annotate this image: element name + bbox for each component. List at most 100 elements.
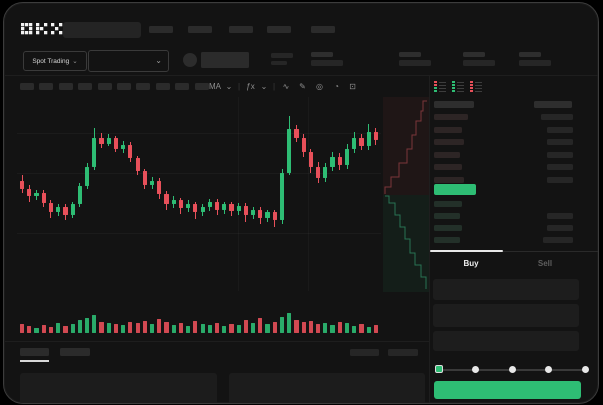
candle-body bbox=[207, 201, 212, 208]
history-icon[interactable]: ◔ bbox=[334, 82, 339, 91]
candle-body bbox=[301, 138, 306, 152]
slider-stop[interactable] bbox=[472, 366, 479, 373]
ask-row[interactable] bbox=[430, 113, 598, 122]
nav-item[interactable] bbox=[311, 26, 335, 33]
volume-bar bbox=[366, 327, 371, 333]
timeframe-button[interactable] bbox=[97, 83, 112, 90]
ask-amount-placeholder bbox=[541, 114, 573, 120]
book-icon-line bbox=[457, 87, 464, 89]
orders-toolbar-button[interactable] bbox=[350, 349, 379, 356]
total-input[interactable] bbox=[433, 331, 579, 351]
ask-price-placeholder bbox=[434, 164, 462, 170]
amount-input[interactable] bbox=[433, 304, 579, 327]
chevron-down-icon[interactable]: ⌄ bbox=[260, 82, 268, 91]
stat-value-placeholder bbox=[519, 60, 551, 66]
volume-bar bbox=[20, 324, 25, 333]
timeframe-button[interactable] bbox=[194, 83, 209, 90]
book-bids-icon[interactable] bbox=[452, 81, 465, 93]
price-input[interactable] bbox=[433, 279, 579, 300]
candle-body bbox=[294, 129, 299, 139]
timeframe-button[interactable] bbox=[175, 83, 190, 90]
candle-body bbox=[63, 207, 68, 215]
last-price-row[interactable] bbox=[434, 184, 476, 195]
volume-bar bbox=[77, 320, 82, 333]
nav-item[interactable] bbox=[267, 26, 291, 33]
candle-body bbox=[222, 204, 227, 210]
timeframe-button[interactable] bbox=[155, 83, 170, 90]
candle-body bbox=[366, 131, 371, 147]
chevron-down-icon[interactable]: ⌄ bbox=[225, 82, 233, 91]
candle-body bbox=[251, 209, 256, 215]
volume-bar bbox=[128, 322, 133, 333]
timeframe-button[interactable] bbox=[39, 83, 54, 90]
candle-body bbox=[113, 138, 119, 149]
timeframe-button[interactable] bbox=[117, 83, 131, 90]
volume-bar bbox=[27, 326, 32, 333]
pair-selector[interactable]: ⌄ bbox=[88, 50, 169, 72]
slider-stop[interactable] bbox=[581, 366, 589, 373]
orders-toolbar-button[interactable] bbox=[388, 349, 418, 356]
line-tool-icon[interactable]: ∿ bbox=[282, 82, 290, 91]
ask-row[interactable] bbox=[430, 126, 598, 135]
orders-tab[interactable] bbox=[60, 348, 90, 356]
timeframe-button[interactable] bbox=[58, 83, 73, 90]
bid-price-placeholder bbox=[434, 201, 462, 207]
ask-row[interactable] bbox=[430, 151, 598, 160]
nav-item[interactable] bbox=[229, 26, 253, 33]
tab-buy[interactable]: Buy bbox=[463, 258, 479, 268]
candle-body bbox=[99, 138, 104, 144]
candle-body bbox=[279, 172, 285, 221]
ma-indicator-button[interactable]: MA bbox=[209, 82, 221, 91]
bid-row[interactable] bbox=[430, 200, 598, 209]
candle-body bbox=[41, 192, 46, 204]
candle-body bbox=[352, 138, 357, 149]
bid-amount-placeholder bbox=[543, 237, 573, 243]
draw-tool-icon[interactable]: ✎ bbox=[299, 82, 306, 91]
volume-bar bbox=[70, 324, 75, 333]
candle-body bbox=[308, 151, 313, 168]
volume-bar bbox=[251, 323, 256, 333]
ask-price-placeholder bbox=[434, 114, 468, 120]
submit-buy-button[interactable] bbox=[434, 381, 581, 399]
snapshot-icon[interactable]: ◎ bbox=[316, 82, 323, 91]
candle-body bbox=[27, 188, 32, 197]
candle-body bbox=[128, 145, 133, 159]
market-type-selector[interactable]: Spot Trading ⌄ bbox=[23, 51, 87, 71]
fullscreen-icon[interactable]: ⊡ bbox=[349, 82, 356, 91]
book-combined-icon[interactable] bbox=[434, 81, 447, 93]
divider: | bbox=[272, 82, 276, 91]
bid-row[interactable] bbox=[430, 224, 598, 233]
candle-body bbox=[214, 201, 220, 210]
bid-row[interactable] bbox=[430, 236, 598, 245]
book-asks-icon[interactable] bbox=[470, 81, 483, 93]
candle-body bbox=[34, 192, 39, 197]
ask-row[interactable] bbox=[430, 163, 598, 172]
slider-handle[interactable] bbox=[434, 365, 443, 373]
divider bbox=[5, 75, 598, 76]
volume-bar bbox=[99, 322, 104, 333]
candle-body bbox=[92, 138, 97, 168]
timeframe-button[interactable] bbox=[78, 83, 93, 90]
orders-tab[interactable] bbox=[20, 348, 49, 356]
divider: | bbox=[237, 82, 241, 91]
nav-item[interactable] bbox=[149, 26, 173, 33]
search-input[interactable] bbox=[63, 22, 141, 38]
bid-row[interactable] bbox=[430, 212, 598, 221]
candle-body bbox=[84, 167, 90, 186]
timeframe-button[interactable] bbox=[136, 83, 151, 90]
ask-price-placeholder bbox=[434, 151, 460, 158]
volume-bar bbox=[164, 322, 169, 333]
volume-bar bbox=[41, 325, 46, 333]
volume-bar bbox=[63, 326, 68, 333]
ask-amount-placeholder bbox=[547, 176, 573, 183]
stat-label-placeholder bbox=[311, 52, 333, 57]
ask-row[interactable] bbox=[430, 176, 598, 185]
ask-row[interactable] bbox=[430, 138, 598, 147]
slider-stop[interactable] bbox=[545, 366, 552, 373]
divider bbox=[429, 76, 430, 403]
tab-sell[interactable]: Sell bbox=[537, 258, 553, 268]
nav-item[interactable] bbox=[188, 26, 212, 33]
fx-indicator-button[interactable]: ƒx bbox=[246, 82, 255, 91]
slider-stop[interactable] bbox=[508, 366, 516, 373]
timeframe-button[interactable] bbox=[20, 83, 34, 90]
